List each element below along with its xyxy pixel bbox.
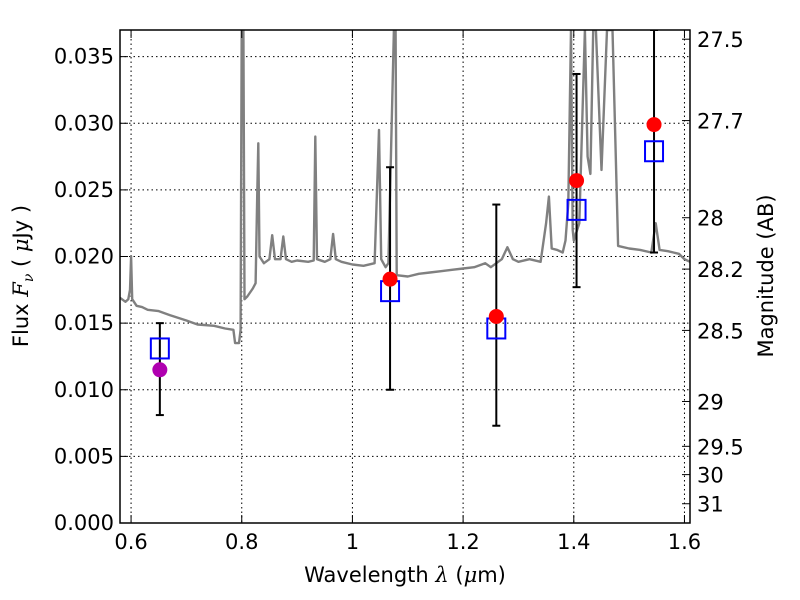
y-tick-label: 0.020 <box>54 245 114 269</box>
observed-point <box>488 308 504 324</box>
y-tick-label: 0.025 <box>54 178 114 202</box>
y-tick-label: 0.015 <box>54 311 114 335</box>
y-tick-label: 0.010 <box>54 378 114 402</box>
observed-point <box>569 173 585 189</box>
observed-points <box>152 117 662 378</box>
right-tick-label: 28 <box>697 207 724 231</box>
right-tick-label: 27.7 <box>697 110 744 134</box>
x-tick-labels: 0.6 0.8 1 1.2 1.4 1.6 <box>114 530 701 554</box>
observed-point <box>646 117 662 133</box>
x-tick-label: 1.2 <box>446 530 479 554</box>
right-tick-label: 28.5 <box>697 319 744 343</box>
axis-ticks <box>120 30 690 524</box>
grid <box>120 30 690 523</box>
right-tick-label: 27.5 <box>697 28 744 52</box>
x-tick-label: 1.6 <box>668 530 701 554</box>
y-tick-label: 0.000 <box>54 511 114 535</box>
right-tick-label: 28.2 <box>697 258 744 282</box>
x-tick-label: 1.4 <box>557 530 590 554</box>
model-points <box>149 140 665 360</box>
right-tick-label: 29.5 <box>697 435 744 459</box>
template-spectrum <box>120 30 690 345</box>
observed-point <box>152 362 168 378</box>
right-axis-label: Magnitude (AB) <box>754 194 778 357</box>
y-tick-label: 0.030 <box>54 111 114 135</box>
right-tick-label: 30 <box>697 464 724 488</box>
x-tick-label: 0.6 <box>114 530 147 554</box>
right-tick-label: 31 <box>697 493 724 517</box>
x-tick-label: 1 <box>346 530 359 554</box>
x-axis-label: Wavelength λ (μm) <box>304 563 506 587</box>
model-square <box>566 198 587 221</box>
y-axis-label: Flux Fν ( μJy ) <box>9 205 37 347</box>
y-tick-label: 0.005 <box>54 444 114 468</box>
y-tick-labels: 0.000 0.005 0.010 0.015 0.020 0.025 0.030 0.035 <box>54 45 114 535</box>
right-tick-labels: 27.5 27.7 28 28.2 28.5 29 29.5 30 31 <box>697 28 744 517</box>
right-tick-label: 29 <box>697 390 724 414</box>
y-tick-label: 0.035 <box>54 45 114 69</box>
spectrum-line <box>120 30 690 345</box>
observed-point <box>382 271 398 287</box>
x-tick-label: 0.8 <box>225 530 258 554</box>
model-square <box>644 140 665 163</box>
model-square <box>149 337 170 360</box>
plot-frame <box>119 29 691 524</box>
